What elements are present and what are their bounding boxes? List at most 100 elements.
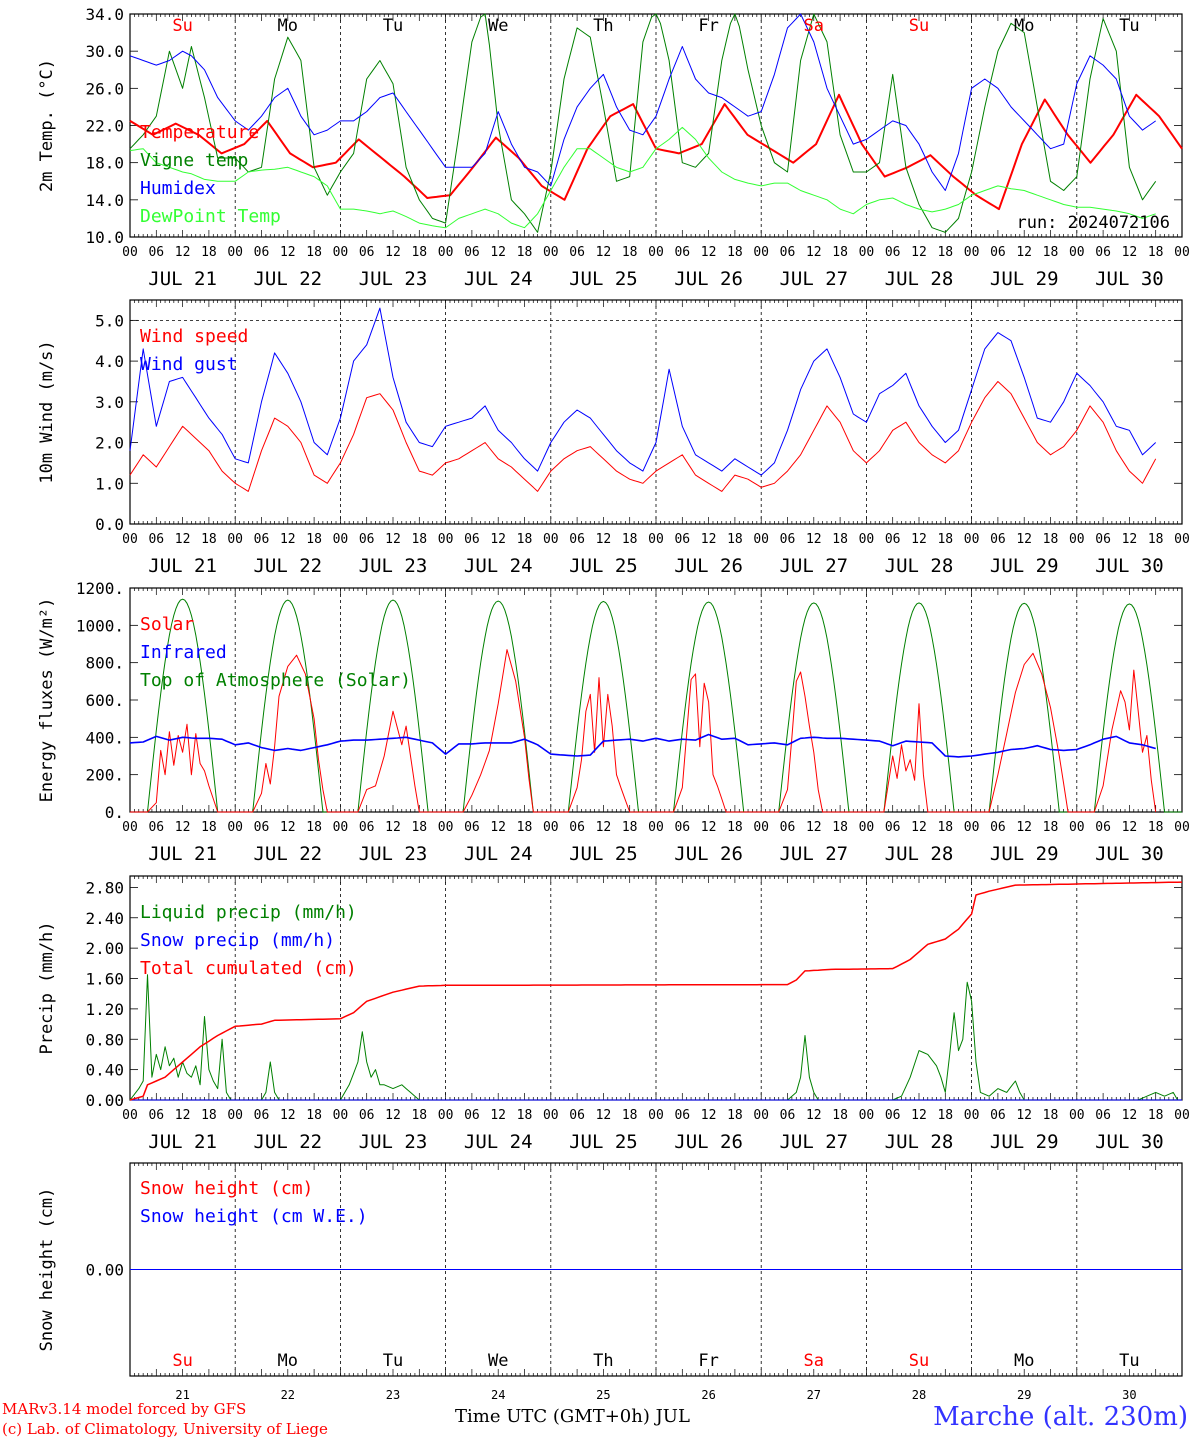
y-tick-label: 1.0	[95, 474, 124, 493]
hour-tick-label: 18	[937, 245, 953, 260]
hour-tick-label: 12	[596, 532, 612, 547]
hour-tick-label: 00	[543, 245, 559, 260]
hour-tick-label: 00	[122, 245, 138, 260]
hour-tick-label: 12	[280, 820, 296, 835]
weekday-label: Tu	[383, 16, 403, 36]
hour-tick-label: 00	[1069, 820, 1085, 835]
hour-tick-label: 00	[438, 532, 454, 547]
series-line-infrared	[129, 733, 1156, 758]
series-line-liquid-precip-mm-h-	[129, 974, 1179, 1101]
series-line-total-cumulated-cm-	[129, 881, 1183, 1101]
x-axis-title: Time UTC (GMT+0h) JUL	[455, 1406, 690, 1427]
hour-tick-label: 12	[1016, 532, 1032, 547]
y-tick-label: 2.80	[85, 878, 124, 897]
hour-tick-label: 00	[122, 820, 138, 835]
y-tick-label: 800.	[85, 654, 124, 673]
hour-tick-label: 00	[333, 820, 349, 835]
y-tick-label: 0.00	[85, 1261, 124, 1280]
day-number-label: 23	[386, 1388, 400, 1402]
plot-frame	[129, 587, 1183, 813]
run-label: run: 2024072106	[1016, 213, 1170, 233]
series-line-wind-speed	[129, 381, 1157, 492]
y-axis-label: Energy fluxes (W/m²)	[37, 598, 57, 803]
hour-tick-label: 18	[1148, 820, 1164, 835]
hour-tick-label: 06	[254, 245, 270, 260]
hour-tick-label: 00	[543, 820, 559, 835]
legend-entry: Snow height (cm W.E.)	[140, 1206, 368, 1227]
hour-tick-label: 00	[122, 1108, 138, 1123]
day-label: JUL 21	[148, 1131, 217, 1153]
hour-tick-label: 12	[701, 820, 717, 835]
day-label: JUL 26	[674, 1131, 743, 1153]
legend-entry: Solar	[140, 614, 194, 635]
hour-tick-label: 12	[490, 532, 506, 547]
hour-tick-label: 00	[438, 820, 454, 835]
hour-tick-label: 00	[753, 245, 769, 260]
weekday-label: Sa	[804, 1351, 824, 1371]
series-line-vigne-temp	[129, 13, 1157, 233]
day-label: JUL 26	[674, 843, 743, 865]
model-credit: MARv3.14 model forced by GFS	[2, 1400, 247, 1418]
hour-tick-label: 06	[464, 245, 480, 260]
hour-tick-label: 06	[148, 1108, 164, 1123]
hour-tick-label: 06	[254, 532, 270, 547]
y-tick-label: 1000.	[76, 616, 124, 635]
hour-tick-label: 18	[622, 245, 638, 260]
hour-tick-label: 12	[490, 1108, 506, 1123]
day-label: JUL 29	[990, 555, 1059, 577]
legend-entry: Snow precip (mm/h)	[140, 930, 335, 951]
hour-tick-label: 06	[674, 245, 690, 260]
day-label: JUL 28	[885, 555, 954, 577]
y-tick-label: 2.00	[85, 939, 124, 958]
hour-tick-label: 06	[885, 245, 901, 260]
hour-tick-label: 12	[701, 1108, 717, 1123]
hour-tick-label: 12	[1122, 820, 1138, 835]
hour-tick-label: 18	[1148, 1108, 1164, 1123]
y-tick-label: 0.00	[85, 1091, 124, 1110]
hour-tick-label: 06	[674, 820, 690, 835]
hour-tick-label: 00	[964, 820, 980, 835]
hour-tick-label: 18	[832, 532, 848, 547]
panel-5	[129, 1162, 1183, 1377]
hour-tick-label: 18	[832, 1108, 848, 1123]
hour-tick-label: 06	[1095, 820, 1111, 835]
day-label: JUL 26	[674, 555, 743, 577]
hour-tick-label: 00	[227, 532, 243, 547]
day-label: JUL 22	[253, 268, 322, 290]
day-number-label: 28	[912, 1388, 926, 1402]
hour-tick-label: 00	[333, 245, 349, 260]
day-number-label: 22	[281, 1388, 295, 1402]
day-label: JUL 27	[779, 268, 848, 290]
hour-tick-label: 12	[1122, 532, 1138, 547]
day-label: JUL 25	[569, 268, 638, 290]
day-label: JUL 30	[1095, 1131, 1164, 1153]
hour-tick-label: 06	[148, 532, 164, 547]
hour-tick-label: 06	[780, 532, 796, 547]
legend-entry: Total cumulated (cm)	[140, 958, 357, 979]
hour-tick-label: 12	[911, 820, 927, 835]
hour-tick-label: 18	[937, 532, 953, 547]
hour-tick-label: 12	[175, 532, 191, 547]
legend-entry: Snow height (cm)	[140, 1178, 313, 1199]
hour-tick-label: 12	[280, 245, 296, 260]
legend-entry: Temperature	[140, 122, 259, 143]
hour-tick-label: 00	[1174, 1108, 1190, 1123]
day-label: JUL 27	[779, 843, 848, 865]
hour-tick-label: 18	[306, 1108, 322, 1123]
legend-entry: Wind gust	[140, 354, 238, 375]
hour-tick-label: 12	[175, 1108, 191, 1123]
weekday-label: We	[488, 16, 508, 36]
hour-tick-label: 18	[201, 820, 217, 835]
hour-tick-label: 12	[490, 245, 506, 260]
hour-tick-label: 06	[569, 820, 585, 835]
hour-tick-label: 00	[1174, 245, 1190, 260]
hour-tick-label: 00	[227, 820, 243, 835]
hour-tick-label: 18	[1043, 1108, 1059, 1123]
plot-frame	[129, 299, 1183, 525]
weekday-label: Th	[593, 1351, 613, 1371]
hour-tick-label: 00	[122, 532, 138, 547]
day-label: JUL 24	[464, 555, 533, 577]
hour-tick-label: 18	[832, 245, 848, 260]
day-label: JUL 25	[569, 555, 638, 577]
weekday-label: Su	[172, 16, 192, 36]
